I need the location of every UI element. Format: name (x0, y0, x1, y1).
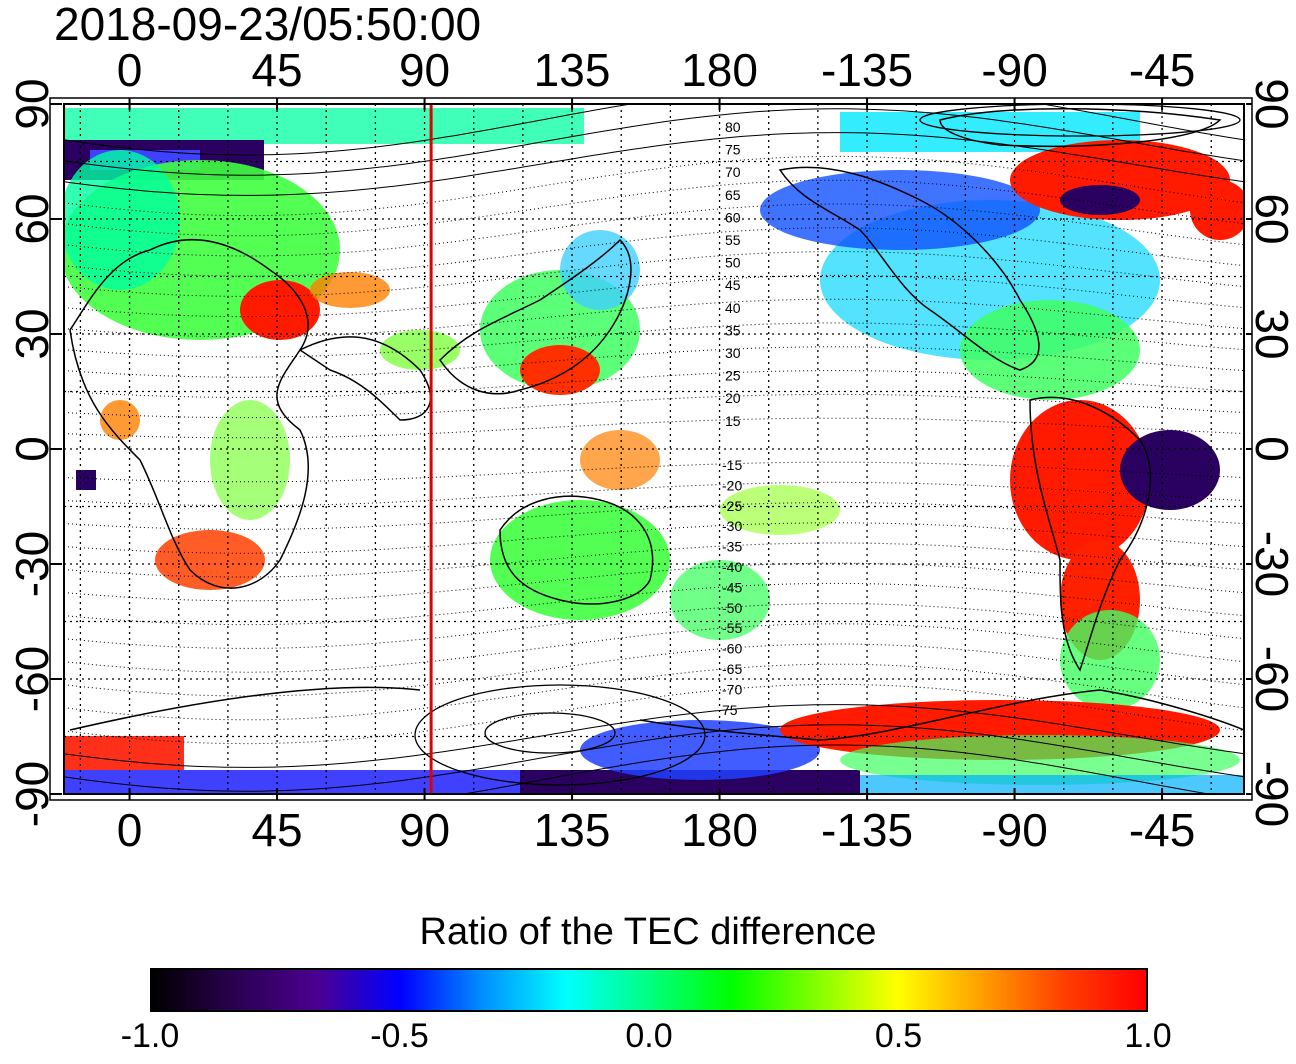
magnetic-lat-label: 60 (725, 209, 741, 225)
magnetic-lat-label: -45 (722, 579, 742, 595)
lon-tick-top: 45 (251, 44, 302, 96)
magnetic-lat-label: -35 (722, 539, 742, 555)
map-frame (63, 103, 1245, 795)
tec-data-layer (64, 108, 1244, 794)
magnetic-lat-label: 35 (725, 322, 741, 338)
lon-tick-bottom: -90 (981, 804, 1047, 856)
lon-tick-bottom: 180 (681, 804, 758, 856)
magnetic-lat-label: 65 (725, 187, 741, 203)
magnetic-lat-label: 75 (722, 702, 738, 718)
timestamp-title: 2018-09-23/05:50:00 (54, 0, 482, 50)
lon-tick-bottom: 135 (534, 804, 611, 856)
magnetic-lat-label: -70 (722, 681, 742, 697)
magnetic-lat-label: 40 (725, 300, 741, 316)
lat-tick-right: -60 (1246, 646, 1296, 712)
magnetic-lat-label: -40 (722, 559, 742, 575)
lon-tick-bottom: 90 (399, 804, 450, 856)
lat-tick-right: 30 (1246, 308, 1296, 359)
colorbar-tick-label: 1.0 (1124, 1017, 1172, 1055)
lon-tick-bottom: -135 (821, 804, 913, 856)
lat-tick-left: -60 (6, 646, 58, 712)
lon-tick-top: 0 (117, 44, 143, 96)
magnetic-lat-label: -15 (722, 457, 742, 473)
magnetic-lat-label: 20 (725, 390, 741, 406)
colorbar-title: Ratio of the TEC difference (419, 911, 877, 953)
colorbar-tick-label: -1.0 (120, 1017, 180, 1055)
magnetic-lat-label: -30 (722, 518, 742, 534)
lat-tick-left: 90 (6, 78, 58, 129)
magnetic-lat-label: 30 (725, 345, 741, 361)
magnetic-lat-label: 25 (725, 368, 741, 384)
colorbar (150, 968, 1148, 1012)
graticule (64, 104, 1244, 794)
colorbar-tick-label: 0.0 (625, 1017, 673, 1055)
lon-tick-top: 90 (399, 44, 450, 96)
lat-tick-left: -90 (6, 761, 58, 827)
magnetic-lat-label: 50 (725, 255, 741, 271)
lat-tick-left: 30 (6, 308, 58, 359)
lat-tick-right: 90 (1246, 78, 1296, 129)
lon-tick-top: -135 (821, 44, 913, 96)
magnetic-lat-label: -60 (722, 641, 742, 657)
lat-tick-right: -30 (1246, 531, 1296, 597)
magnetic-lat-label: 80 (725, 119, 741, 135)
colorbar-tick-label: 0.5 (874, 1017, 923, 1055)
magnetic-lat-label: 55 (725, 232, 741, 248)
lat-tick-right: 0 (1246, 436, 1296, 462)
lon-tick-bottom: -45 (1129, 804, 1195, 856)
magnetic-lat-label: 15 (725, 413, 741, 429)
magnetic-lat-label: -50 (722, 600, 742, 616)
lon-tick-bottom: 0 (117, 804, 143, 856)
lon-tick-top: 135 (534, 44, 611, 96)
lat-tick-left: -30 (6, 531, 58, 597)
magnetic-lat-label: 75 (725, 142, 741, 158)
magnetic-lat-label: -20 (722, 477, 742, 493)
lon-tick-bottom: 45 (251, 804, 302, 856)
lat-tick-left: 60 (6, 193, 58, 244)
magnetic-lat-label: -65 (722, 661, 742, 677)
lat-tick-right: -90 (1246, 761, 1296, 827)
magnetic-lat-label: 70 (725, 164, 741, 180)
tec-map: 80 75 70 65 60 55 50 45 40 35 30 25 20 15 -15 -20 -25 -30… (6, 44, 1296, 856)
lon-tick-top: 180 (681, 44, 758, 96)
magnetic-lat-label: 45 (725, 277, 741, 293)
lat-tick-right: 60 (1246, 193, 1296, 244)
lon-tick-top: -90 (981, 44, 1047, 96)
axis-tick-labels: 0045459090135135180180-135-135-90-90-45-… (6, 44, 1296, 856)
lon-tick-top: -45 (1129, 44, 1195, 96)
magnetic-lat-label: -25 (722, 498, 742, 514)
colorbar-tick-label: -0.5 (370, 1017, 429, 1055)
lat-tick-left: 0 (6, 436, 58, 462)
coastlines (69, 108, 1244, 741)
magnetic-lat-label: -55 (722, 620, 742, 636)
